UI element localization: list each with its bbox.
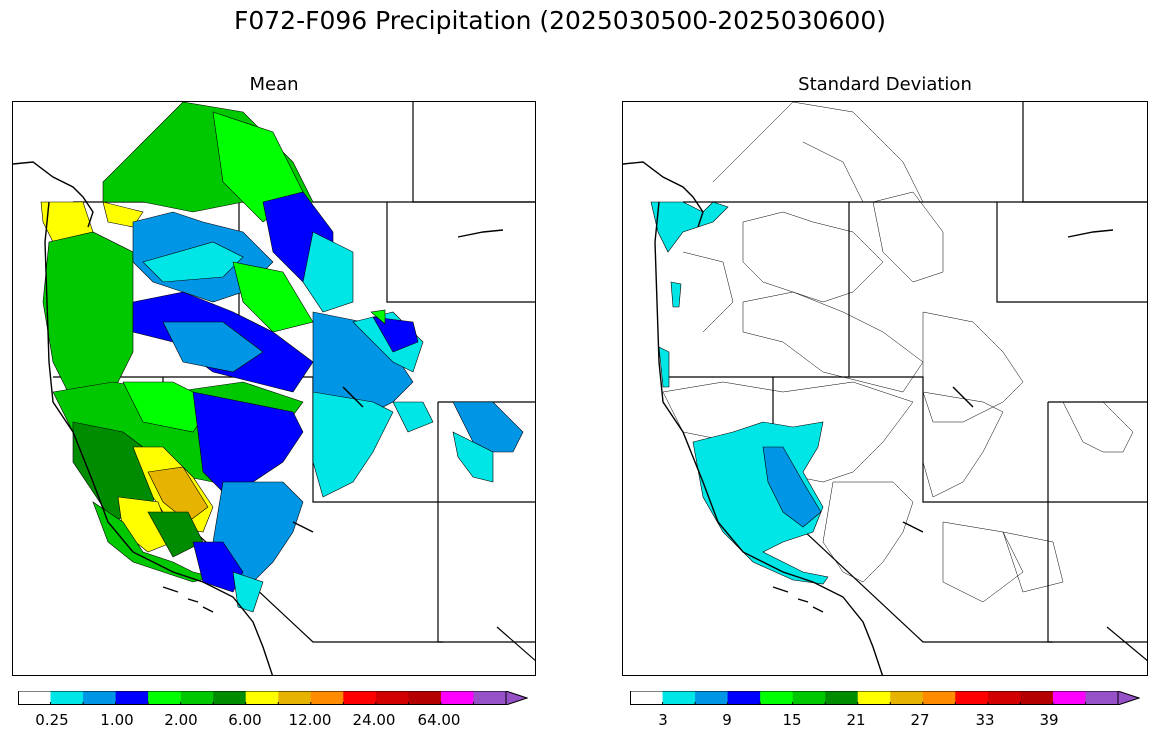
colorbar-swatch [662, 691, 696, 705]
colorbar-swatch [50, 691, 84, 705]
stddev-tick-label: 33 [975, 711, 995, 729]
colorbar-swatch [83, 691, 117, 705]
colorbar-swatch [890, 691, 924, 705]
stddev-panel-title: Standard Deviation [798, 74, 972, 95]
stddev-state-borders [663, 102, 1147, 662]
stddev-coastline [623, 161, 1114, 675]
colorbar-extend-arrow [505, 690, 529, 706]
basin-cyan-upper [142, 241, 244, 283]
colorbar-swatch [857, 691, 891, 705]
mean-tick-label: 6.00 [228, 711, 262, 729]
colorbar-swatch [213, 691, 247, 705]
mean-tick-label: 64.00 [417, 711, 461, 729]
basin-cyan-co-2 [452, 431, 494, 483]
colorbar-swatch [1052, 691, 1086, 705]
stddev-cyan-wa-coast [650, 201, 729, 253]
stddev-tick-label: 15 [782, 711, 802, 729]
basin-cyan-socal [232, 571, 264, 613]
stddev-precip-fill [650, 201, 829, 585]
stddev-map [622, 101, 1148, 676]
figure-title: F072-F096 Precipitation (2025030500-2025… [233, 6, 886, 35]
stddev-tick-label: 9 [722, 711, 732, 729]
colorbar-swatch [792, 691, 826, 705]
mean-tick-label: 2.00 [164, 711, 198, 729]
colorbar-swatch [473, 691, 507, 705]
mean-tick-label: 12.00 [288, 711, 332, 729]
colorbar-swatch [825, 691, 859, 705]
stddev-colorbar [630, 690, 1141, 706]
stddev-tick-label: 21 [846, 711, 866, 729]
mean-tick-label: 0.25 [35, 711, 69, 729]
colorbar-swatch [1020, 691, 1054, 705]
basin-green-wy [370, 309, 386, 325]
mean-panel-title: Mean [249, 74, 299, 95]
colorbar-swatch [955, 691, 989, 705]
basin-lightblue-mid [162, 321, 264, 373]
colorbar-swatch [343, 691, 377, 705]
colorbar-swatch [440, 691, 474, 705]
colorbar-swatch [695, 691, 729, 705]
stddev-tick-label: 27 [910, 711, 930, 729]
stddev-tick-label: 3 [658, 711, 668, 729]
colorbar-swatch [630, 691, 664, 705]
basin-cyan-ne [302, 231, 354, 313]
colorbar-swatch [18, 691, 52, 705]
basin-cyan-ut [312, 391, 394, 498]
mean-map [12, 101, 536, 676]
basin-blue-nv [192, 391, 304, 493]
stddev-lightblue-sierra [762, 446, 822, 528]
colorbar-swatch [987, 691, 1021, 705]
colorbar-swatch [375, 691, 409, 705]
colorbar-swatch [115, 691, 149, 705]
stddev-map-canvas [623, 102, 1147, 675]
colorbar-swatch [727, 691, 761, 705]
mean-colorbar-swatches [18, 690, 529, 706]
colorbar-swatch [148, 691, 182, 705]
colorbar-outline [18, 690, 506, 705]
basin-gold-sierra [147, 466, 209, 523]
mean-tick-label: 1.00 [100, 711, 134, 729]
mean-map-canvas [13, 102, 535, 675]
basin-cyan-co [392, 401, 434, 433]
colorbar-swatch [408, 691, 442, 705]
stddev-cyan-sierra [692, 421, 829, 585]
stddev-cyan-or-coast [670, 281, 682, 308]
colorbar-extend-arrow [1117, 690, 1141, 706]
mean-precip-fill [40, 102, 524, 613]
mean-tick-label: 24.00 [352, 711, 396, 729]
colorbar-swatch [180, 691, 214, 705]
basin-blue-wy [372, 316, 419, 353]
mean-colorbar [18, 690, 529, 706]
colorbar-swatch [278, 691, 312, 705]
colorbar-swatch [310, 691, 344, 705]
colorbar-swatch [245, 691, 279, 705]
colorbar-outline [630, 690, 1118, 705]
stddev-basin-outlines [662, 102, 1134, 603]
stddev-cyan-ca-north [658, 346, 670, 388]
colorbar-swatch [760, 691, 794, 705]
basin-green-mid [232, 261, 314, 333]
colorbar-swatch [922, 691, 956, 705]
mean-coastline [13, 161, 504, 675]
colorbar-swatch [1085, 691, 1119, 705]
stddev-colorbar-swatches [630, 690, 1141, 706]
stddev-tick-label: 39 [1039, 711, 1059, 729]
